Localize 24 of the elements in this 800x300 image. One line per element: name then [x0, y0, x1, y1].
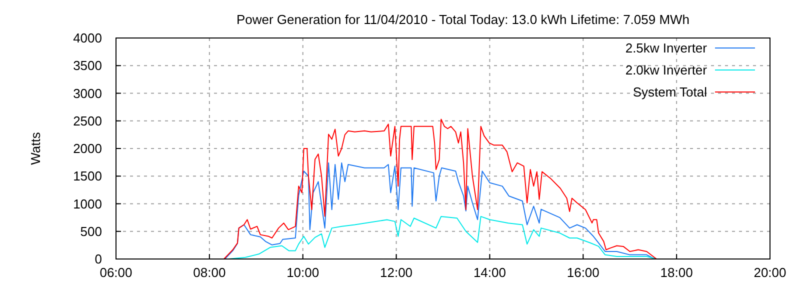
y-tick-label: 3500 [73, 58, 102, 74]
y-tick-label: 500 [80, 224, 102, 239]
y-tick-label: 1000 [73, 196, 102, 212]
y-tick-label: 0 [94, 252, 102, 267]
x-tick-label: 16:00 [566, 265, 600, 280]
chart-title: Power Generation for 11/04/2010 - Total Today: 13.0 kWh Lifetime: 7.059 MWh [236, 12, 690, 27]
legend-label: 2.0kw Inverter [625, 62, 708, 78]
y-tick-label: 2500 [73, 113, 102, 128]
x-tick-label: 20:00 [754, 265, 786, 280]
y-axis-title: Watts [28, 132, 43, 165]
y-tick-label: 2000 [73, 141, 102, 156]
line-series [223, 118, 657, 260]
legend-label: System Total [632, 84, 708, 100]
line-series [228, 216, 657, 260]
x-tick-label: 14:00 [473, 265, 506, 280]
x-tick-label: 08:00 [193, 265, 226, 280]
y-tick-label: 4000 [73, 30, 102, 46]
legend-label: 2.5kw Inverter [625, 40, 708, 56]
x-tick-label: 06:00 [100, 265, 132, 280]
y-tick-label: 1500 [73, 168, 102, 184]
x-tick-label: 12:00 [380, 265, 413, 280]
y-tick-label: 3000 [73, 86, 102, 101]
x-tick-label: 18:00 [660, 265, 693, 280]
x-tick-label: 10:00 [286, 265, 320, 280]
